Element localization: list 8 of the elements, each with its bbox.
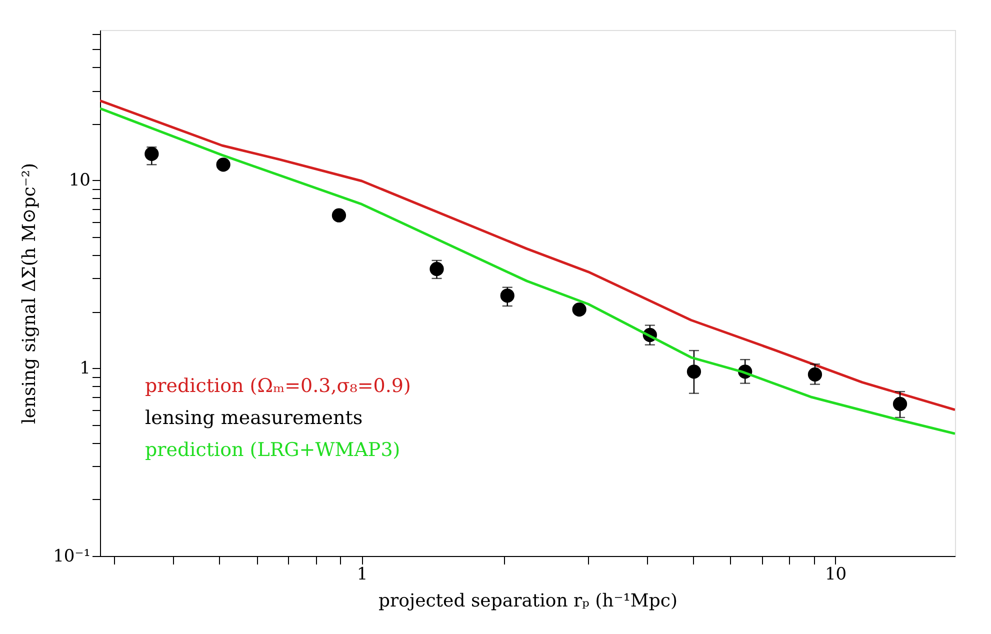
y-tick-label: 10 xyxy=(68,170,90,191)
x-axis-title: projected separation rₚ (h⁻¹Mpc) xyxy=(378,590,678,612)
y-tick-label: 10⁻¹ xyxy=(53,546,90,566)
y-tick-label: 1 xyxy=(80,358,90,379)
text: prediction (LRG+WMAP3) xyxy=(145,439,400,461)
text: prediction (Ωₘ=0.3,σ₈=0.9) xyxy=(145,375,411,397)
y-axis-title: lensing signal ΔΣ(h M⊙pc⁻²) xyxy=(19,162,40,424)
text: lensing measurements xyxy=(145,407,363,429)
